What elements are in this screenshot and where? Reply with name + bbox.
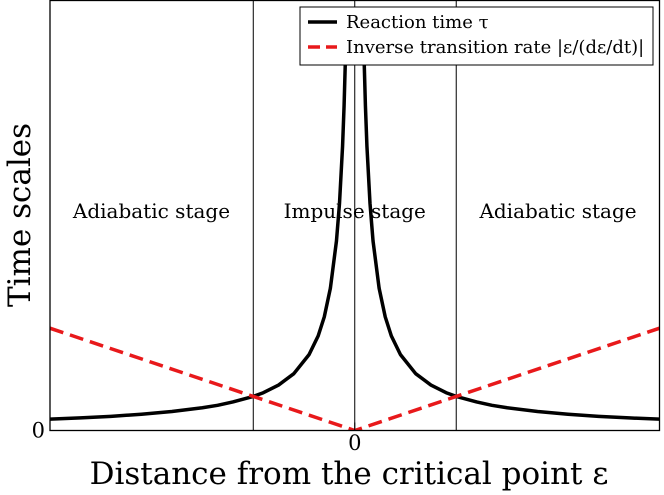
ticks: 00 — [32, 419, 362, 456]
legend-box — [299, 6, 654, 66]
stage-label: Impulse stage — [284, 199, 426, 223]
legend: Reaction time τ Inverse transition rate … — [299, 6, 654, 66]
y-tick-label: 0 — [32, 419, 45, 443]
y-axis-title: Time scales — [2, 123, 38, 307]
legend-label-reaction-time: Reaction time τ — [346, 12, 489, 33]
plot-area: Adiabatic stage Impulse stage Adiabatic st… — [50, 0, 660, 431]
series-line-reaction-time — [361, 9, 660, 421]
x-axis-title: Distance from the critical point ε — [90, 456, 609, 492]
stage-label: Adiabatic stage — [478, 199, 636, 223]
legend-label-inverse-rate: Inverse transition rate |ε/(dε/dt)| — [346, 37, 644, 58]
x-tick-label: 0 — [348, 431, 361, 455]
series-group: Adiabatic stage Impulse stage Adiabatic st… — [50, 0, 660, 431]
stage-label: Adiabatic stage — [72, 199, 230, 223]
series-line-reaction-time — [50, 9, 349, 421]
